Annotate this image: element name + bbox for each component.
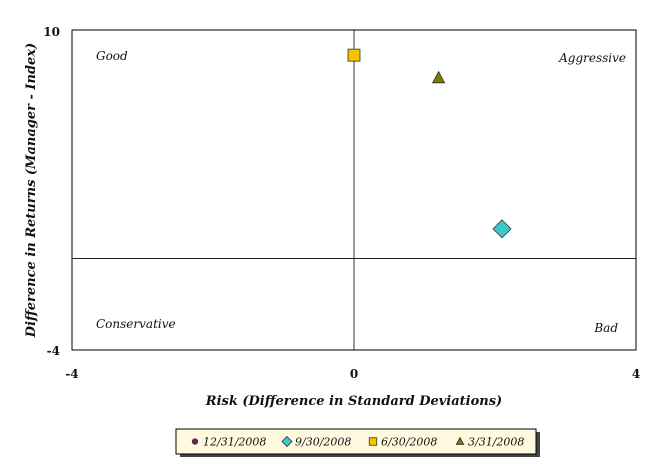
legend-marker-diamond: [281, 435, 293, 448]
quadrant-label-conservative: Conservative: [96, 317, 176, 331]
y-axis-title: Difference in Returns (Manager - Index): [24, 43, 39, 338]
data-point-triangle-3-0: [431, 70, 446, 84]
legend-label: 3/31/2008: [468, 436, 524, 449]
x-tick-middle: 0: [350, 367, 358, 381]
quadrant-label-good: Good: [96, 49, 128, 63]
data-point-diamond-1-0: [492, 219, 512, 239]
x-axis-title: Risk (Difference in Standard Deviations): [205, 394, 502, 409]
y-tick-top: 10: [43, 25, 60, 39]
legend-box: [175, 428, 537, 455]
legend-marker-triangle: [455, 436, 465, 445]
y-tick-bottom: -4: [47, 344, 60, 358]
data-point-square-2-0: [347, 48, 361, 62]
quadrant-label-bad: Bad: [593, 321, 618, 335]
quadrant-label-aggressive: Aggressive: [558, 51, 626, 65]
legend-marker-square: [368, 437, 378, 446]
legend-marker-circle: [191, 438, 199, 445]
legend-label: 9/30/2008: [295, 436, 351, 449]
x-tick-right: 4: [632, 367, 640, 381]
data-points: [347, 48, 512, 239]
legend: 12/31/2008 9/30/2008 6/30/2008 3/31/2008: [175, 428, 540, 457]
legend-label: 6/30/2008: [381, 436, 437, 449]
legend-label: 12/31/2008: [203, 436, 266, 449]
x-tick-left: -4: [65, 367, 78, 381]
